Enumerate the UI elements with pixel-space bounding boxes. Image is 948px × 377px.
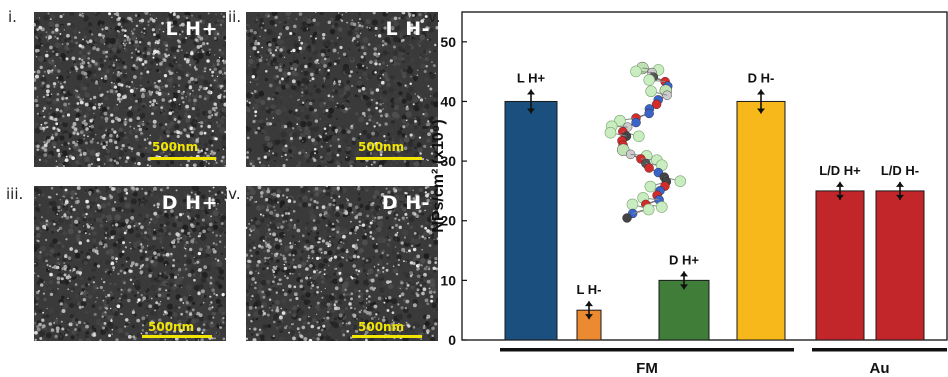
group-bracket <box>812 348 947 352</box>
error-arrow-down <box>836 194 844 200</box>
sem-texture <box>34 12 226 167</box>
sem-texture <box>246 12 438 167</box>
bar-category-label: D H+ <box>669 252 699 267</box>
sem-texture <box>34 186 226 341</box>
panel-label-ii: ii. <box>228 8 242 26</box>
error-arrow-up <box>585 301 593 307</box>
sem-image-ii: L H- 500nm <box>246 12 438 167</box>
scale-bar <box>356 157 422 160</box>
bar-category-label: L/D H- <box>881 163 919 178</box>
bar <box>815 190 865 341</box>
error-arrow-down <box>527 108 535 114</box>
sem-tag: L H- <box>385 18 430 40</box>
y-tick-label: 20 <box>440 213 456 229</box>
error-arrow-down <box>585 314 593 320</box>
sem-image-i: L H+ 500nm <box>34 12 226 167</box>
sem-image-iii: D H+ 500nm <box>34 186 226 341</box>
scale-bar-label: 500nm <box>358 140 405 154</box>
group-label: FM <box>636 360 658 377</box>
bar-chart: v. 0 10 20 30 40 50 NPs/cm² (x10⁹) FM Au L H+ L H… <box>428 8 948 377</box>
sem-image-iv: D H- 500nm <box>246 186 438 341</box>
bar-category-label: L H- <box>576 282 601 297</box>
bar <box>736 100 786 341</box>
panel-label-iii: iii. <box>6 185 24 203</box>
scale-bar-label: 500nm <box>152 140 199 154</box>
error-arrow-down <box>757 108 765 114</box>
bar <box>504 100 558 341</box>
bar <box>658 279 710 341</box>
chart-panel-label: v. <box>428 8 440 26</box>
molecule-illustration <box>604 61 687 223</box>
error-arrow-down <box>680 284 688 290</box>
panel-label-i: i. <box>8 8 17 26</box>
sem-tag: D H- <box>381 192 430 214</box>
error-arrow-up <box>680 271 688 277</box>
error-arrow-up <box>896 181 904 187</box>
error-arrow-up <box>757 89 765 95</box>
error-arrow-up <box>527 89 535 95</box>
scale-bar <box>142 335 212 338</box>
y-axis-label: NPs/cm² (x10⁹) <box>430 119 447 232</box>
y-tick-label: 10 <box>440 272 456 288</box>
scale-bar <box>150 157 216 160</box>
sem-tag: D H+ <box>161 192 218 214</box>
group-label: Au <box>870 360 890 377</box>
bar-category-label: L H+ <box>517 70 546 85</box>
y-tick-label: 0 <box>448 332 456 348</box>
bar <box>875 190 925 341</box>
sem-texture <box>246 186 438 341</box>
scale-bar-label: 500nm <box>148 320 195 334</box>
error-arrow-up <box>836 181 844 187</box>
scale-bar-label: 500nm <box>358 320 405 334</box>
bar-category-label: D H- <box>748 70 775 85</box>
sem-tag: L H+ <box>165 18 218 40</box>
bar-category-label: L/D H+ <box>819 163 861 178</box>
y-tick-label: 30 <box>440 153 456 169</box>
panel-label-iv: iv. <box>224 185 241 203</box>
y-tick-label: 50 <box>440 34 456 50</box>
error-arrow-down <box>896 194 904 200</box>
y-tick-label: 40 <box>440 93 456 109</box>
scale-bar <box>352 335 422 338</box>
group-bracket <box>500 348 794 352</box>
